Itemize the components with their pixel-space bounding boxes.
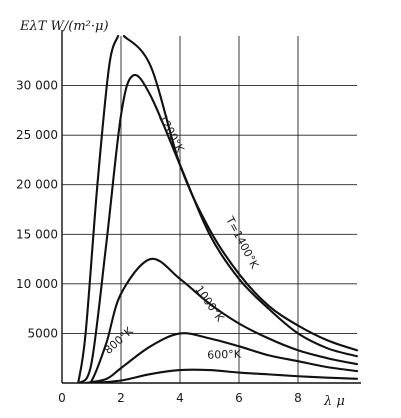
y-axis-label: EλT W/(m²·μ) — [19, 19, 109, 34]
y-tick-label-2: 15 000 — [16, 227, 58, 241]
y-tick-label-4: 25 000 — [16, 128, 58, 142]
y-tick-label-0: 5000 — [27, 326, 58, 340]
curve-series-4 — [77, 34, 120, 383]
x-tick-label-1: 2 — [117, 391, 125, 405]
curve-series-2 — [81, 257, 359, 383]
x-tick-label-2: 4 — [176, 391, 184, 405]
axes-frame — [61, 30, 361, 384]
x-tick-label-4: 8 — [294, 391, 302, 405]
curve-series-1 — [84, 332, 359, 383]
curve-label-3: 1200°K — [156, 112, 187, 155]
x-tick-label-3: 6 — [235, 391, 243, 405]
curve-label-4: T=1400°K — [223, 214, 262, 272]
y-tick-label-1: 10 000 — [16, 277, 58, 291]
curve-label-2: 1000°K — [192, 283, 226, 324]
curve-label-0: 600°K — [207, 348, 242, 362]
x-tick-label-0: 0 — [58, 391, 66, 405]
curve-series-0 — [90, 368, 359, 383]
y-tick-label-5: 30 000 — [16, 79, 58, 93]
x-axis-label: λ μ — [323, 394, 345, 409]
grid-layer — [62, 36, 357, 383]
curve-series-5 — [122, 34, 359, 352]
curve-series-3 — [78, 73, 359, 383]
tick-label-layer: 0 2 4 6 8 5000 10 000 15 000 20 000 25 000 30 000 — [16, 79, 302, 405]
y-tick-label-3: 20 000 — [16, 178, 58, 192]
curve-layer — [77, 34, 359, 383]
